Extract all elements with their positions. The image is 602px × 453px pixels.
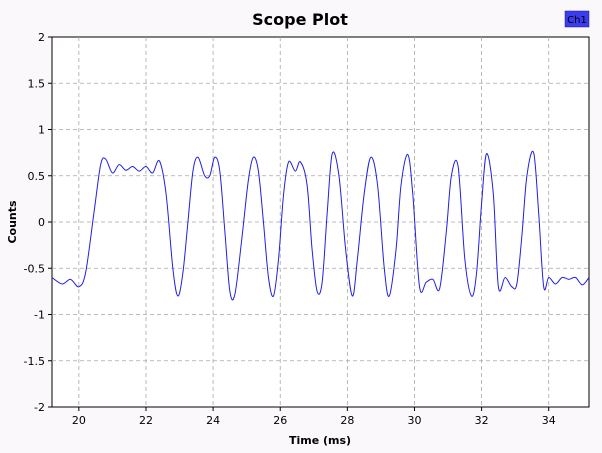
x-tick-label: 26	[273, 414, 287, 427]
legend-swatch-ch1[interactable]	[564, 10, 590, 28]
x-tick-label: 34	[542, 414, 556, 427]
y-tick-label: -2	[34, 401, 45, 414]
grid-lines	[52, 37, 589, 407]
y-axis-title: Counts	[6, 200, 19, 244]
y-tick-label: 2	[38, 31, 45, 44]
x-axis-title: Time (ms)	[289, 434, 351, 447]
y-tick-label: -1	[34, 309, 45, 322]
y-tick-label: 1.5	[28, 77, 46, 90]
y-axis-ticks: 2 1.5 1 0.5 0 -0.5 -1 -1.5 -2	[24, 31, 52, 414]
y-tick-label: 1	[38, 124, 45, 137]
chart-title: Scope Plot	[252, 10, 348, 29]
x-tick-label: 24	[206, 414, 220, 427]
x-tick-label: 20	[72, 414, 86, 427]
y-tick-label: 0.5	[28, 170, 46, 183]
legend[interactable]: Ch1	[564, 10, 590, 28]
x-tick-label: 30	[407, 414, 421, 427]
series-layer	[51, 150, 590, 301]
series-line-ch1	[51, 150, 590, 301]
y-tick-label: -1.5	[24, 355, 45, 368]
y-tick-label: 0	[38, 216, 45, 229]
legend-label-ch1[interactable]: Ch1	[567, 15, 587, 26]
x-tick-label: 22	[139, 414, 153, 427]
y-tick-label: -0.5	[24, 262, 45, 275]
x-axis-ticks: 20 22 24 26 28 30 32 34	[72, 407, 556, 427]
x-tick-label: 32	[475, 414, 489, 427]
x-tick-label: 28	[340, 414, 354, 427]
